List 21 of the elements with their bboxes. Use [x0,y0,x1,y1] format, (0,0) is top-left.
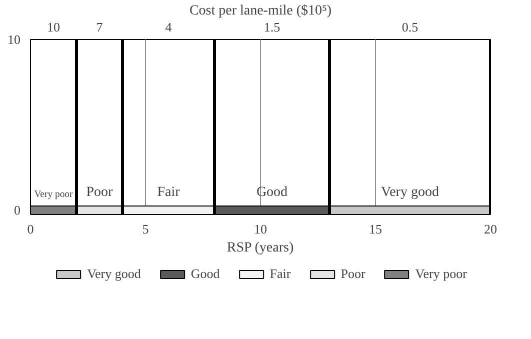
x-tick-label: 10 [254,222,267,236]
x-tick-label: 20 [484,222,497,236]
x-tick-label: 5 [142,222,149,236]
x-axis-title: RSP (years) [226,240,294,256]
annotation: 7 [96,20,104,34]
text: Very poor [34,188,73,200]
legend-label: Poor [340,266,366,282]
text: Cost per lane-mile ($10⁵) [189,4,332,18]
annotation: 1.5 [264,20,280,34]
annotation: 10 [47,20,60,34]
x-tick-label: 0 [27,222,34,236]
legend-label: Fair [270,266,291,282]
legend-label: Very poor [415,266,467,282]
legend-label: Good [190,266,220,282]
annotation: 0.5 [402,20,418,34]
annotation: 4 [165,20,172,34]
legend-label: Very good [87,266,141,282]
text: Fair [157,184,180,200]
x-tick-label: 15 [369,222,382,236]
text: Poor [86,184,113,200]
text: Very good [381,184,439,200]
